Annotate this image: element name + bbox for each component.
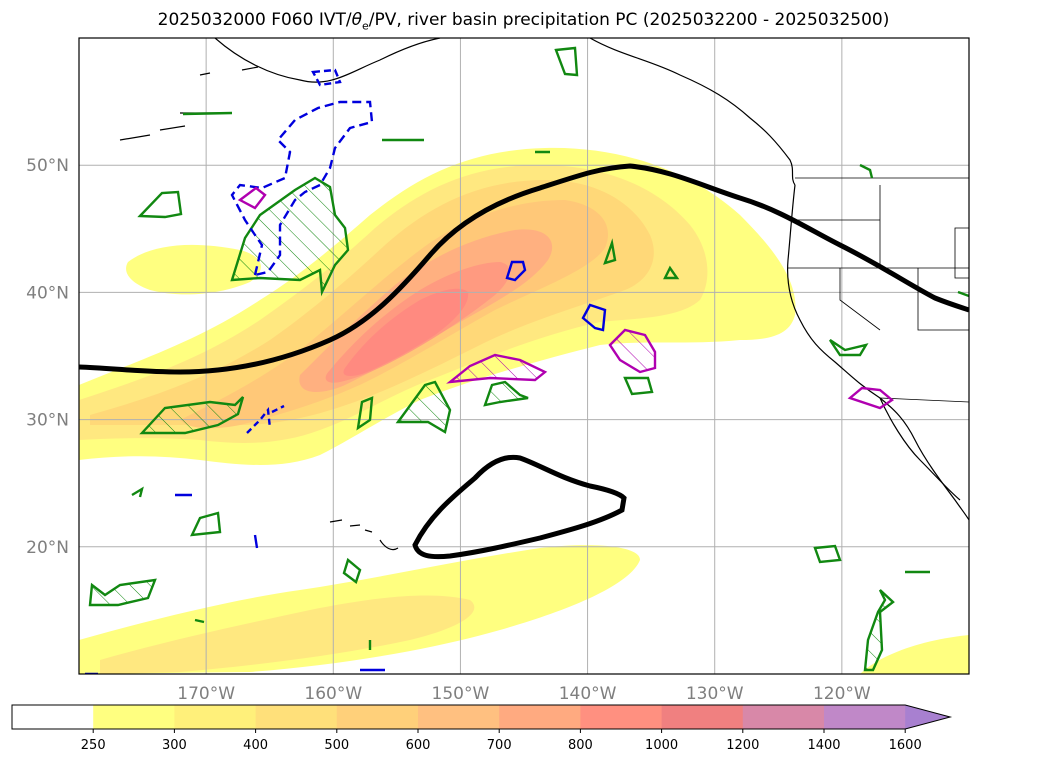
pv-contour-north [79,163,969,375]
green-contour-13 [813,544,842,564]
green-contour-3 [554,46,579,77]
lon-tick-label: 170°W [177,684,235,704]
lon-tick-label: 160°W [304,684,362,704]
lon-tick-label: 150°W [432,684,490,704]
ivt-band-300-south [100,595,475,674]
baja-california [879,397,961,501]
colorbar-label: 300 [162,738,187,753]
green-contour-2 [230,176,350,297]
green-contour-17 [342,557,362,584]
magenta-contour-1 [237,186,267,210]
colorbar-label: 400 [243,738,268,753]
colorbar-label: 1400 [807,738,840,753]
green-contour-12 [829,339,869,357]
colorbar-outline [11,704,953,730]
colorbar-segment [499,705,581,729]
colorbar-label: 1000 [645,738,678,753]
colorbar-segment [174,705,257,729]
lon-tick-label: 140°W [559,684,617,704]
blue-dashed-contour-2 [311,68,342,87]
colorbar-segment [336,705,419,729]
blue-dashed-contour [230,100,374,277]
green-contour-18 [131,163,969,650]
colorbar-segment [580,705,663,729]
colorbar-label: 250 [81,738,106,753]
colorbar-extend-arrow [905,705,951,729]
green-contour-1 [137,190,183,219]
colorbar-segment [824,705,906,729]
blue-contour-3 [85,493,385,674]
hawaii-islands [329,519,399,551]
lat-tick-label: 50°N [26,156,69,176]
blue-contour-1 [505,260,527,282]
colorbar-segment [418,705,500,729]
alaska-panhandle [589,38,796,186]
green-contour-10 [663,265,680,280]
green-contour-11 [623,376,654,396]
colorbar-label: 800 [568,738,593,753]
green-contour-9 [603,238,617,265]
north-america-west-coast [787,184,969,521]
green-contour-5 [139,396,245,435]
colorbar-label: 500 [324,738,349,753]
green-contour-14 [863,589,895,672]
green-contour-16 [190,511,222,537]
lat-tick-label: 30°N [26,411,69,431]
colorbar-label: 700 [487,738,512,753]
magenta-contour-2 [446,353,548,384]
lat-tick-label: 40°N [26,283,69,303]
ivt-band-250-west [126,244,261,295]
colorbar-segment [661,705,744,729]
colorbar-segment [255,705,338,729]
colorbar-label: 600 [406,738,431,753]
alaska-coast [214,38,441,83]
colorbar-segment-below [12,705,94,729]
magenta-contours [237,186,895,410]
map-frame [78,37,970,675]
green-contour-15 [88,578,157,607]
longitude-labels: 170°W 160°W 150°W 140°W 130°W 120°W [177,684,871,704]
blue-dashed-contour-3 [246,404,285,434]
colorbar-segment [93,705,175,729]
magenta-contour-4 [847,386,895,410]
magenta-contour-3 [608,328,657,374]
green-contour-6 [395,380,452,434]
colorbar-label: 1600 [889,738,922,753]
pv-contour-south [412,454,627,560]
lat-tick-label: 20°N [26,538,69,558]
colorbar-label: 1200 [726,738,759,753]
map-title: 2025032000 F060 IVT/θe/PV, river basin p… [157,10,890,33]
ivt-band-800 [343,288,469,376]
us-mexico-border [879,397,969,403]
green-contour-8 [483,380,529,407]
latitude-labels: 50°N 40°N 30°N 20°N [26,156,69,558]
green-contours [88,46,969,672]
green-contour-7 [356,396,374,431]
lon-tick-label: 120°W [813,684,871,704]
ivt-band-250-se [860,635,969,674]
blue-contour-2 [581,303,607,332]
lon-tick-label: 130°W [686,684,744,704]
green-contour-4 [182,111,550,154]
blue-contours [85,68,607,674]
colorbar: 250 300 400 500 600 700 800 1000 1200 1400 1600 [11,704,953,753]
ivt-shading [79,147,969,674]
colorbar-segment [742,705,825,729]
